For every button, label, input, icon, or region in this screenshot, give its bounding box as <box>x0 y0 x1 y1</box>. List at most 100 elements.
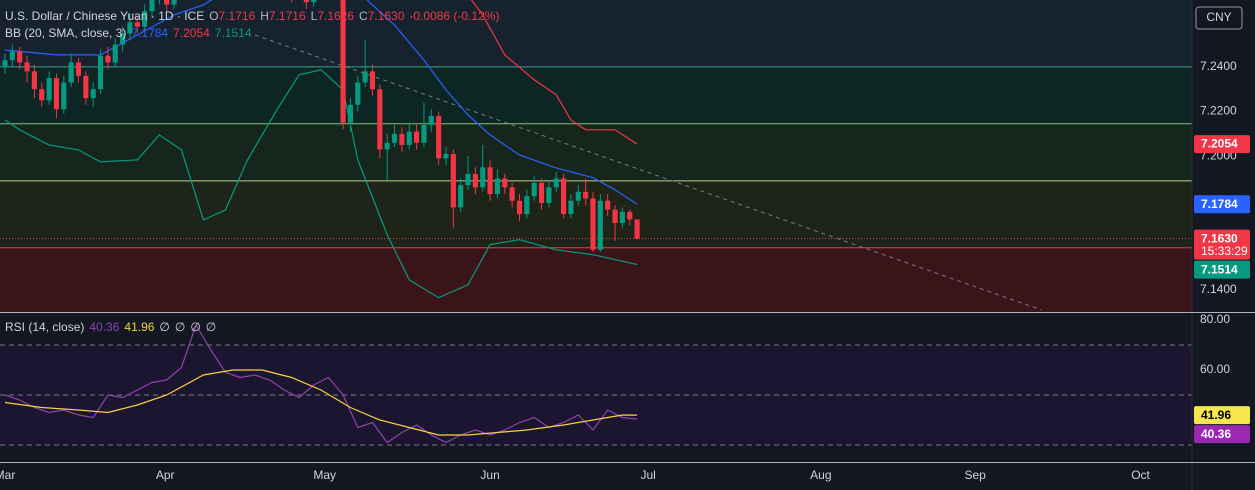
rsi-extra: ∅ <box>159 320 170 334</box>
candle-body <box>340 0 346 123</box>
candle-body <box>516 200 523 215</box>
candle-body <box>597 200 603 250</box>
candle-body <box>391 133 398 143</box>
candle-body <box>634 219 640 239</box>
candle-body <box>171 0 177 5</box>
bollinger-band <box>470 0 638 145</box>
candle-body <box>112 44 118 63</box>
candle-body <box>406 131 412 145</box>
candle-body <box>9 51 15 61</box>
rsi-pane <box>0 323 1192 446</box>
zone <box>0 0 1192 67</box>
candle-body <box>414 131 420 143</box>
currency: CNY <box>1206 10 1231 24</box>
candle-body <box>61 82 67 110</box>
rsi-legend: RSI (14, close) 40.36 41.96 ∅ ∅ ∅ ∅ <box>5 320 216 334</box>
y-tick-label: 7.2400 <box>1200 59 1237 73</box>
candle-body <box>472 173 478 188</box>
ohlc: O7.1716 <box>209 9 255 23</box>
candle-body <box>90 89 96 99</box>
candle-body <box>120 33 126 45</box>
zone <box>0 123 1192 181</box>
candle-body <box>83 75 89 99</box>
price-badge-label: 7.2054 <box>1201 137 1238 151</box>
y-tick-label: 7.1400 <box>1200 282 1237 296</box>
rsi-extra: ∅ <box>174 320 186 334</box>
y-tick-label: 60.00 <box>1200 362 1230 376</box>
candle-body <box>480 167 486 188</box>
candle-body <box>2 60 8 67</box>
price-badge-label: 7.1784 <box>1201 197 1238 211</box>
candle-body <box>627 211 633 220</box>
candle-body <box>561 178 567 215</box>
candle-body <box>105 55 111 63</box>
candle-body <box>39 89 45 101</box>
candle-body <box>369 71 376 90</box>
x-tick-label: May <box>313 468 336 482</box>
candle-body <box>347 104 354 123</box>
candle-body <box>531 182 537 197</box>
ohlc: L7.1626 <box>311 9 354 23</box>
candle-body <box>134 22 140 27</box>
ohlc-label: C <box>359 9 368 23</box>
zone <box>0 66 1192 124</box>
price-badge-label: 7.1514 <box>1201 262 1238 276</box>
price-badge <box>1194 260 1250 279</box>
candle-body <box>31 71 37 90</box>
candle-body <box>46 78 52 101</box>
ohlc-value: 7.1626 <box>317 9 355 23</box>
candle-body <box>575 191 581 201</box>
candle-body <box>487 167 493 195</box>
candle-body <box>612 209 618 224</box>
ohlc-value: 7.1716 <box>268 9 306 23</box>
ohlc-value: 7.1716 <box>218 9 256 23</box>
ohlc-label: H <box>260 9 269 23</box>
price-pane <box>0 0 1192 312</box>
candle-body <box>458 185 464 208</box>
rsi-value: 41.96 <box>124 320 155 334</box>
price-badge <box>1194 195 1250 214</box>
x-tick-label: Sep <box>964 468 986 482</box>
candle-body <box>149 0 155 12</box>
candle-body <box>384 142 390 150</box>
candle-body <box>311 0 317 3</box>
candle-body <box>53 78 60 110</box>
rsi-line <box>4 369 638 436</box>
candle-body <box>142 11 148 27</box>
ohlc-value: 7.1630 <box>367 9 405 23</box>
candle-body <box>443 153 449 159</box>
candle-body <box>164 0 170 5</box>
candle-body <box>303 0 309 3</box>
candle-body <box>127 22 133 34</box>
candle-body <box>546 187 552 203</box>
y-tick-label: 80.00 <box>1200 312 1230 326</box>
ohlc-label: L <box>310 9 318 23</box>
candle-body <box>524 196 530 215</box>
rsi-line <box>4 323 638 444</box>
bollinger-band <box>4 0 638 205</box>
bb-label: BB (20, SMA, close, 3) <box>5 26 127 40</box>
currency-box[interactable] <box>1195 6 1243 30</box>
price-badge <box>1194 229 1250 260</box>
ohlc: H7.1716 <box>260 9 305 23</box>
price-badge-label: 41.96 <box>1201 408 1231 422</box>
bb-value: 7.1784 <box>131 26 169 40</box>
bb-value: 7.1514 <box>214 26 252 40</box>
trendline <box>254 34 1042 311</box>
symbol: U.S. Dollar / Chinese Yuan · 1D · ICE <box>5 9 205 23</box>
x-tick-label: Oct <box>1131 468 1150 482</box>
candle-body <box>450 153 456 208</box>
price-badge <box>1194 425 1250 444</box>
price-badge-label: 40.36 <box>1201 427 1231 441</box>
bb-legend: BB (20, SMA, close, 3) 7.1784 7.2054 7.1… <box>5 26 252 40</box>
zone <box>0 247 1192 312</box>
x-tick-label: Jun <box>480 468 499 482</box>
candle-body <box>502 178 508 188</box>
candle-body <box>509 187 515 201</box>
rsi-value: 40.36 <box>89 320 120 334</box>
candle-body <box>68 62 74 83</box>
candle-body <box>619 211 625 224</box>
